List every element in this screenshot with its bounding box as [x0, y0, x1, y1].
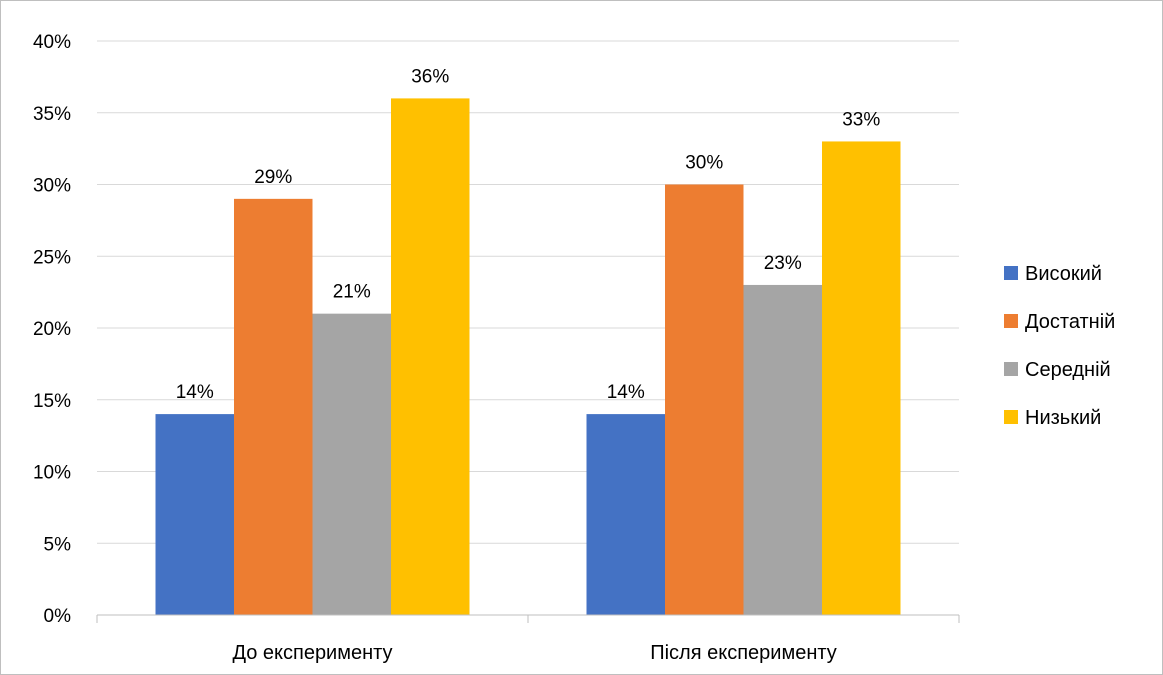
labels: 0% 5% 10% 15% 20% 25% 30% 35% 40% 14% 29% 21% 36% До …	[33, 32, 880, 664]
legend-swatch-Достатній	[1004, 314, 1018, 328]
legend-label: Низький	[1025, 407, 1101, 429]
data-label: 23%	[764, 253, 802, 274]
bar-Низький-0	[391, 98, 470, 615]
x-category-label: До експерименту	[232, 642, 392, 664]
y-tick-label: 40%	[33, 32, 71, 53]
data-label: 14%	[176, 382, 214, 403]
y-tick-label: 10%	[33, 463, 71, 484]
legend-label: Достатній	[1025, 311, 1115, 333]
y-tick-label: 35%	[33, 104, 71, 125]
y-tick-label: 5%	[44, 534, 72, 555]
legend-label: Середній	[1025, 359, 1111, 381]
legend: Високий Достатній Середній Низький	[1004, 263, 1115, 429]
x-category-label: Після експерименту	[650, 642, 837, 664]
data-label: 29%	[254, 167, 292, 188]
bar-Високий-1	[586, 414, 665, 615]
bar-Достатній-0	[234, 198, 313, 615]
bar-Високий-0	[155, 414, 234, 615]
legend-swatch-Високий	[1004, 266, 1018, 280]
bars	[155, 98, 901, 615]
bar-Середній-0	[312, 313, 391, 615]
y-tick-label: 30%	[33, 176, 71, 197]
legend-label: Високий	[1025, 263, 1102, 285]
y-tick-label: 20%	[33, 319, 71, 340]
data-label: 33%	[842, 109, 880, 130]
legend-swatch-Середній	[1004, 362, 1018, 376]
legend-swatch-Низький	[1004, 410, 1018, 424]
y-tick-label: 25%	[33, 247, 71, 268]
data-label: 30%	[685, 153, 723, 174]
data-label: 21%	[333, 282, 371, 303]
bar-Середній-1	[743, 284, 822, 615]
data-label: 36%	[411, 66, 449, 87]
data-label: 14%	[607, 382, 645, 403]
bar-Достатній-1	[665, 184, 744, 615]
y-tick-label: 0%	[44, 606, 72, 627]
y-tick-label: 15%	[33, 391, 71, 412]
axes	[96, 614, 960, 623]
bar-Низький-1	[822, 141, 901, 615]
